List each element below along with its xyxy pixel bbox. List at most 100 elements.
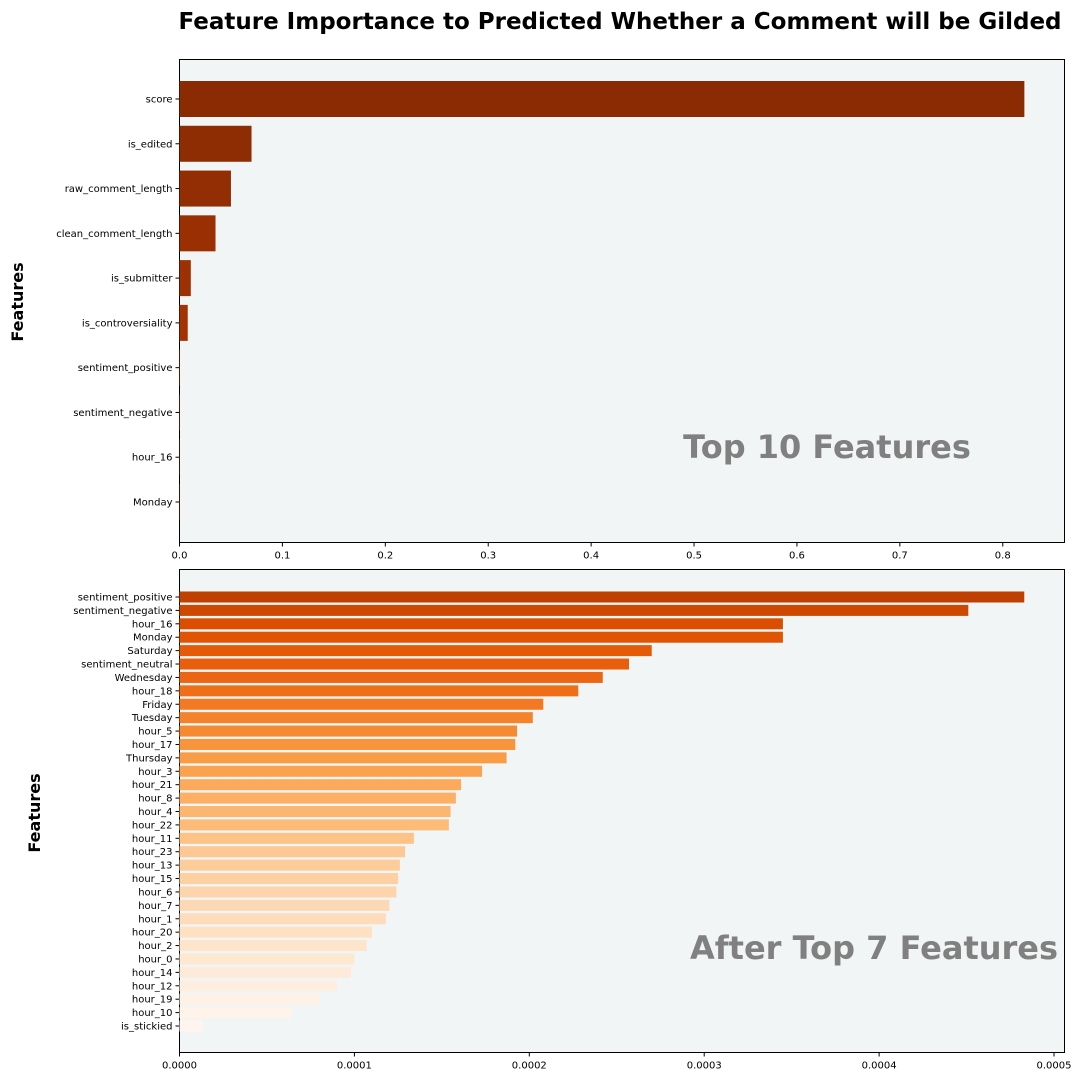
y-tick-label: hour_16: [132, 453, 173, 464]
y-tick-label: hour_14: [132, 968, 173, 979]
bar-raw-comment-length: [179, 170, 231, 207]
y-tick-label: hour_23: [132, 847, 173, 858]
top-chart-x-ticks: 0.0 0.1 0.2 0.3 0.4 0.5 0.6 0.7 0.8: [172, 542, 1011, 562]
y-tick-label: score: [146, 95, 173, 106]
bar-hour-3: [179, 765, 483, 777]
bar-hour-10: [179, 1007, 292, 1019]
after-top-7-features-chart: sentiment_positive sentiment_negativehour…: [25, 569, 1072, 1072]
bar-hour-0: [179, 953, 355, 965]
y-tick-label: hour_15: [132, 874, 173, 885]
top-chart-plot-area: [179, 59, 1065, 543]
bar-monday: [179, 631, 783, 643]
x-tick-label: 0.0003: [687, 1061, 722, 1072]
x-tick-label: 0.0002: [512, 1061, 547, 1072]
bar-friday: [179, 698, 544, 710]
bottom-chart-y-axis-label: Features: [25, 773, 44, 852]
x-tick-label: 0.0001: [337, 1061, 372, 1072]
top-chart-bars: [179, 81, 1025, 520]
bar-clean-comment-length: [179, 215, 216, 252]
x-tick-label: 0.0004: [862, 1061, 897, 1072]
y-tick-label: hour_7: [138, 901, 172, 912]
y-tick-label: hour_13: [132, 861, 173, 872]
y-tick-label: Thursday: [125, 753, 173, 764]
bar-is-edited: [179, 125, 252, 162]
y-tick-label: Monday: [133, 633, 173, 644]
y-tick-label: Saturday: [127, 646, 172, 657]
x-tick-label: 0.7: [892, 551, 908, 562]
bar-is-submitter: [179, 260, 191, 297]
x-tick-label: 0.1: [274, 551, 290, 562]
bar-sentiment-negative: [179, 604, 969, 616]
top-chart-annotation: Top 10 Features: [683, 428, 971, 466]
y-tick-label: hour_11: [132, 834, 173, 845]
y-tick-label: sentiment_negative: [73, 606, 172, 617]
y-tick-label: raw_comment_length: [65, 184, 173, 195]
top-chart-y-axis-label: Features: [8, 262, 27, 341]
y-tick-label: hour_2: [138, 941, 172, 952]
bar-hour-16: [179, 618, 783, 630]
bottom-chart-bars: [179, 591, 1025, 1032]
y-tick-label: hour_20: [132, 928, 173, 939]
bar-is-stickied: [179, 1020, 203, 1032]
y-tick-label: hour_1: [138, 914, 172, 925]
y-tick-label: hour_0: [138, 954, 172, 965]
x-tick-label: 0.6: [789, 551, 805, 562]
y-tick-label: Wednesday: [115, 673, 173, 684]
y-tick-label: sentiment_positive: [78, 593, 173, 604]
x-tick-label: 0.8: [995, 551, 1011, 562]
y-tick-label: Monday: [133, 498, 173, 509]
bar-hour-13: [179, 859, 400, 871]
y-tick-label: hour_21: [132, 780, 173, 791]
bar-hour-5: [179, 725, 518, 737]
y-tick-label: hour_22: [132, 820, 173, 831]
bar-hour-6: [179, 886, 397, 898]
bottom-chart-x-ticks: 0.0000 0.0001 0.0002 0.0003 0.0004 0.0005: [162, 1052, 1072, 1072]
x-tick-label: 0.0005: [1037, 1061, 1072, 1072]
x-tick-label: 0.0000: [162, 1061, 197, 1072]
bar-hour-22: [179, 819, 449, 831]
y-tick-label: hour_8: [138, 794, 172, 805]
x-tick-label: 0.0: [172, 551, 188, 562]
bar-hour-23: [179, 846, 406, 858]
y-tick-label: Tuesday: [131, 713, 173, 724]
bar-hour-17: [179, 738, 516, 750]
y-tick-label: hour_19: [132, 995, 173, 1006]
bar-score: [179, 81, 1025, 117]
bar-hour-21: [179, 779, 462, 791]
bar-hour-15: [179, 873, 399, 885]
y-tick-label: hour_16: [132, 619, 173, 630]
bar-hour-18: [179, 685, 579, 697]
bottom-chart-annotation: After Top 7 Features: [690, 929, 1058, 967]
y-tick-label: hour_10: [132, 1008, 173, 1019]
y-tick-label: hour_12: [132, 981, 173, 992]
y-tick-label: is_submitter: [111, 274, 173, 285]
bar-sentiment-neutral: [179, 658, 629, 670]
bar-saturday: [179, 645, 652, 657]
y-tick-label: hour_5: [138, 727, 172, 738]
y-tick-label: hour_18: [132, 686, 173, 697]
x-tick-label: 0.4: [583, 551, 599, 562]
bar-hour-8: [179, 792, 456, 804]
y-tick-label: sentiment_positive: [78, 363, 173, 374]
bar-hour-12: [179, 980, 337, 992]
y-tick-label: sentiment_neutral: [81, 660, 172, 671]
bar-hour-14: [179, 966, 351, 978]
top-chart-y-ticks: score is_edited raw_comment_length clean_co…: [56, 95, 180, 509]
bar-hour-11: [179, 832, 414, 844]
y-tick-label: hour_17: [132, 740, 173, 751]
bar-hour-20: [179, 926, 372, 938]
bar-hour-2: [179, 940, 367, 952]
top-10-features-chart: score is_edited raw_comment_length clean_co…: [8, 59, 1065, 562]
bar-hour-1: [179, 913, 386, 925]
figure-title: Feature Importance to Predicted Whether …: [178, 9, 1061, 35]
bar-is-controversiality: [179, 304, 188, 341]
y-tick-label: hour_4: [138, 807, 172, 818]
y-tick-label: hour_6: [138, 887, 172, 898]
bar-thursday: [179, 752, 507, 764]
bar-sentiment-positive: [179, 591, 1025, 603]
bar-hour-7: [179, 899, 390, 911]
y-tick-label: is_edited: [128, 139, 173, 150]
y-tick-label: is_stickied: [121, 1022, 172, 1033]
y-tick-label: clean_comment_length: [56, 229, 172, 240]
